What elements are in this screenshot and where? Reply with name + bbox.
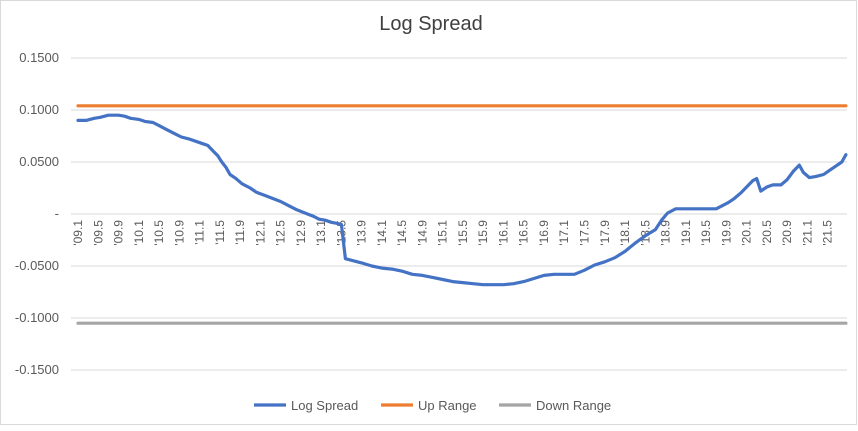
x-tick-label: '20.1 (740, 220, 754, 246)
x-axis-ticks: '09.1 '09.5 '09.9 '10.1 '10.5 '10.9 '11.1 '11.5… (71, 220, 835, 246)
x-tick-label: '19.1 (679, 220, 693, 246)
x-tick-label: '14.1 (375, 220, 389, 246)
x-tick-label: '21.1 (800, 220, 814, 246)
y-tick-label: -0.1000 (15, 310, 59, 325)
gridlines (71, 57, 847, 371)
legend-label: Log Spread (291, 398, 358, 413)
x-tick-label: '13.1 (314, 220, 328, 246)
x-tick-label: '16.9 (537, 220, 551, 246)
x-tick-label: '12.1 (253, 220, 267, 246)
x-tick-label: '09.9 (112, 220, 126, 246)
x-tick-label: '12.5 (274, 220, 288, 246)
y-tick-label: 0.1500 (19, 50, 59, 65)
x-tick-label: '13.9 (355, 220, 369, 246)
x-tick-label: '16.5 (517, 220, 531, 246)
y-tick-label: -0.1500 (15, 362, 59, 377)
x-tick-label: '17.5 (578, 220, 592, 246)
x-tick-label: '14.9 (415, 220, 429, 246)
x-tick-label: '17.1 (557, 220, 571, 246)
x-tick-label: '16.1 (496, 220, 510, 246)
x-tick-label: '10.5 (152, 220, 166, 246)
x-tick-label: '19.5 (699, 220, 713, 246)
chart-title: Log Spread (379, 13, 482, 35)
x-tick-label: '12.9 (294, 220, 308, 246)
y-tick-label: -0.0500 (15, 258, 59, 273)
x-tick-label: '17.9 (598, 220, 612, 246)
x-tick-label: '21.5 (821, 220, 835, 246)
y-axis-ticks: 0.1500 0.1000 0.0500 - -0.0500 -0.1000 -0.1500 (15, 50, 59, 377)
x-tick-label: '18.9 (659, 220, 673, 246)
legend: Log Spread Up Range Down Range (254, 398, 611, 413)
legend-label: Up Range (418, 398, 477, 413)
y-tick-label: 0.0500 (19, 154, 59, 169)
y-tick-label: - (55, 206, 59, 221)
x-tick-label: '15.5 (456, 220, 470, 246)
x-tick-label: '11.5 (213, 220, 227, 245)
x-tick-label: '20.9 (780, 220, 794, 246)
series-lines (76, 104, 848, 325)
x-tick-label: '15.9 (476, 220, 490, 246)
x-tick-label: '11.9 (233, 220, 247, 245)
x-tick-label: '09.5 (91, 220, 105, 246)
x-tick-label: '15.1 (436, 220, 450, 246)
x-tick-label: '11.1 (193, 220, 207, 245)
x-tick-label: '10.1 (132, 220, 146, 246)
x-tick-label: '10.9 (172, 220, 186, 246)
y-tick-label: 0.1000 (19, 102, 59, 117)
legend-label: Down Range (536, 398, 611, 413)
x-tick-label: '18.1 (618, 220, 632, 246)
x-tick-label: '09.1 (71, 220, 85, 246)
x-tick-label: '19.9 (719, 220, 733, 246)
series-line-log-spread (76, 113, 848, 287)
x-tick-label: '14.5 (395, 220, 409, 246)
x-tick-label: '20.5 (760, 220, 774, 246)
